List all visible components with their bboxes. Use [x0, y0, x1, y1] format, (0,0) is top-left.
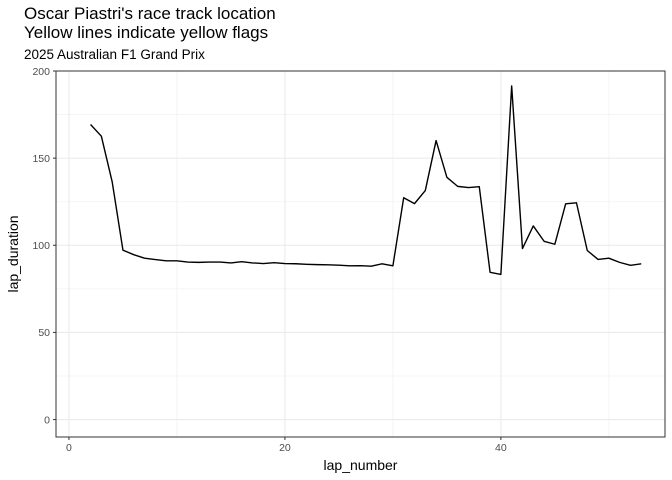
x-tick-label: 20	[279, 442, 291, 454]
y-tick-label: 150	[32, 153, 50, 165]
chart-title: Oscar Piastri's race track location	[24, 4, 276, 23]
chart-title-line2: Yellow lines indicate yellow flags	[24, 23, 269, 42]
chart-subtitle: 2025 Australian F1 Grand Prix	[24, 47, 205, 62]
plot-panel	[56, 71, 665, 437]
y-axis-title: lap_duration	[5, 215, 21, 292]
x-tick-label: 0	[66, 442, 72, 454]
x-tick-label: 40	[495, 442, 507, 454]
lap-duration-line	[90, 85, 642, 276]
panel-border	[55, 70, 666, 438]
y-tick-label: 200	[32, 66, 50, 78]
y-tick-label: 50	[38, 327, 50, 339]
y-tick-label: 100	[32, 240, 50, 252]
y-tick-label: 0	[44, 414, 50, 426]
x-axis-title: lap_number	[324, 457, 398, 473]
grid-lines	[56, 70, 665, 437]
